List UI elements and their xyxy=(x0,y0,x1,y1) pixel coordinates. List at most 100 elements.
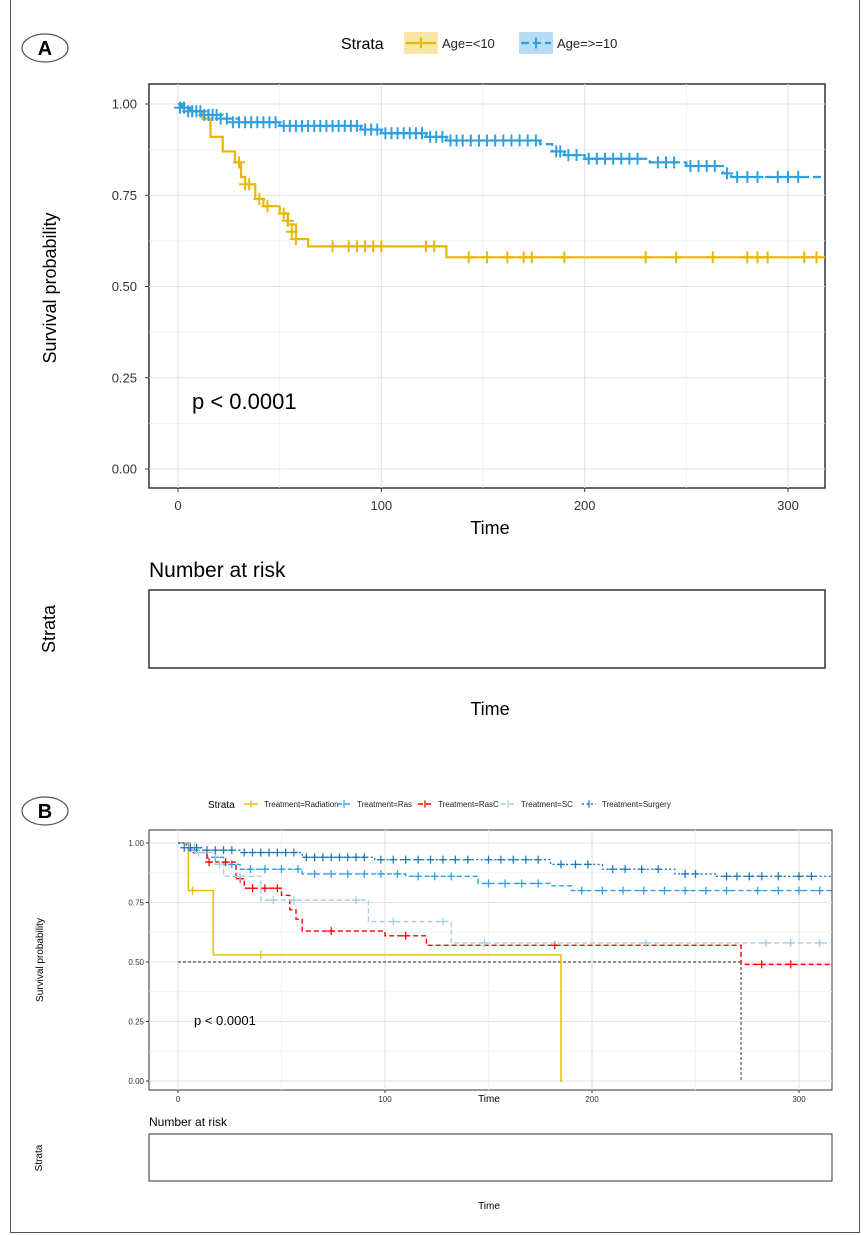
censor-mark xyxy=(480,938,489,947)
censor-mark xyxy=(637,865,646,874)
censor-mark xyxy=(430,872,439,881)
y-tick-label: 0.00 xyxy=(112,462,137,477)
legend-item: Age=>=10 xyxy=(519,32,617,54)
censor-mark xyxy=(215,860,224,869)
legend-item: Treatment=RasC xyxy=(418,800,499,809)
x-tick-label: 0 xyxy=(176,1095,181,1104)
legend-label: Treatment=RasC xyxy=(438,800,499,809)
panel-b-risk-table xyxy=(148,1133,833,1182)
survival-curve-0 xyxy=(178,102,825,259)
censor-mark xyxy=(294,865,303,874)
censor-mark xyxy=(352,896,361,905)
censor-mark xyxy=(310,853,319,862)
panel-b-legend: Strata Treatment=Radiation Treatment=Ras T… xyxy=(208,800,671,811)
censor-mark xyxy=(654,865,663,874)
censor-mark xyxy=(376,869,385,878)
panel-a-axes: 0.00 0.25 0.50 0.75 1.00 0 100 200 300 xyxy=(112,97,799,513)
censor-mark xyxy=(619,886,628,895)
censor-mark xyxy=(641,938,650,947)
x-tick-label: 0 xyxy=(174,498,181,513)
censor-mark xyxy=(389,917,398,926)
censor-mark xyxy=(509,855,518,864)
legend-label: Treatment=SC xyxy=(521,800,573,809)
panel-b-label: B xyxy=(21,796,69,826)
panel-a-letter: A xyxy=(38,38,52,60)
censor-mark xyxy=(501,879,510,888)
censor-mark xyxy=(281,214,294,227)
censor-mark xyxy=(221,858,230,867)
censor-mark xyxy=(253,192,266,205)
panel-a-risk-title: Number at risk xyxy=(149,559,286,582)
censor-mark xyxy=(327,927,336,936)
censor-mark xyxy=(205,858,214,867)
censor-mark xyxy=(556,860,565,869)
censor-mark xyxy=(815,938,824,947)
panel-a-risk-ylabel: Strata xyxy=(39,604,59,653)
censor-mark xyxy=(501,251,514,264)
x-tick-label: 200 xyxy=(585,1095,599,1104)
censor-mark xyxy=(211,846,220,855)
x-tick-label: 300 xyxy=(777,498,799,513)
censor-mark xyxy=(376,855,385,864)
y-tick-label: 0.00 xyxy=(128,1077,144,1086)
censor-mark xyxy=(571,860,580,869)
censor-mark xyxy=(786,938,795,947)
y-tick-label: 0.50 xyxy=(112,279,137,294)
legend-label: Age=<10 xyxy=(442,36,495,51)
legend-item: Treatment=Radiation xyxy=(244,800,339,809)
censor-mark xyxy=(265,848,274,857)
censor-mark xyxy=(447,872,456,881)
censor-mark xyxy=(192,843,201,852)
censor-mark xyxy=(792,171,805,183)
censor-mark xyxy=(277,207,290,220)
censor-mark xyxy=(273,884,282,893)
legend-title: Strata xyxy=(341,36,384,53)
censor-mark xyxy=(416,127,428,140)
panel-b-plot-area xyxy=(148,829,833,1091)
panel-a-risk-table xyxy=(148,589,826,669)
panel-b-xlabel: Time xyxy=(478,1094,500,1105)
censor-mark xyxy=(352,853,361,862)
censor-mark xyxy=(285,225,298,238)
censor-mark xyxy=(327,853,336,862)
censor-mark xyxy=(481,251,494,264)
censor-mark xyxy=(401,931,410,940)
censor-mark xyxy=(751,171,764,183)
censor-mark xyxy=(335,853,344,862)
legend-label: Treatment=Radiation xyxy=(264,800,339,809)
censor-mark xyxy=(240,848,249,857)
censor-mark xyxy=(220,112,233,125)
censor-mark xyxy=(389,855,398,864)
censor-mark xyxy=(757,872,766,881)
censor-mark xyxy=(393,869,402,878)
survival-curve-4 xyxy=(178,842,832,878)
censor-mark xyxy=(774,886,783,895)
censor-mark xyxy=(289,896,298,905)
censor-mark xyxy=(782,171,794,183)
censor-mark xyxy=(256,848,265,857)
censor-mark xyxy=(525,251,538,264)
censor-mark xyxy=(810,251,823,264)
censor-mark xyxy=(577,886,586,895)
censor-mark xyxy=(343,853,352,862)
panel-b-risk-xlabel: Time xyxy=(478,1201,500,1212)
censor-mark xyxy=(529,134,542,147)
x-tick-label: 300 xyxy=(792,1095,806,1104)
censor-mark xyxy=(708,160,721,173)
legend-label: Treatment=Ras xyxy=(357,800,412,809)
censor-mark xyxy=(233,156,245,169)
censor-mark xyxy=(701,886,710,895)
censor-mark xyxy=(660,886,669,895)
legend-label: Treatment=Surgery xyxy=(602,800,671,809)
panel-b-axes: 0.00 0.25 0.50 0.75 1.00 0 100 200 300 xyxy=(128,839,806,1104)
censor-mark xyxy=(414,872,423,881)
censor-mark xyxy=(269,116,282,129)
legend-item: Treatment=SC xyxy=(501,800,573,809)
censor-mark xyxy=(753,886,762,895)
survival-curve-0 xyxy=(178,842,563,1082)
censor-mark xyxy=(795,886,803,895)
legend-item: Treatment=Surgery xyxy=(582,800,671,809)
panel-b: B Strata Treatment=Radiation Treatment=Ra… xyxy=(21,796,833,1212)
censor-mark xyxy=(202,846,211,855)
censor-mark xyxy=(371,123,384,136)
